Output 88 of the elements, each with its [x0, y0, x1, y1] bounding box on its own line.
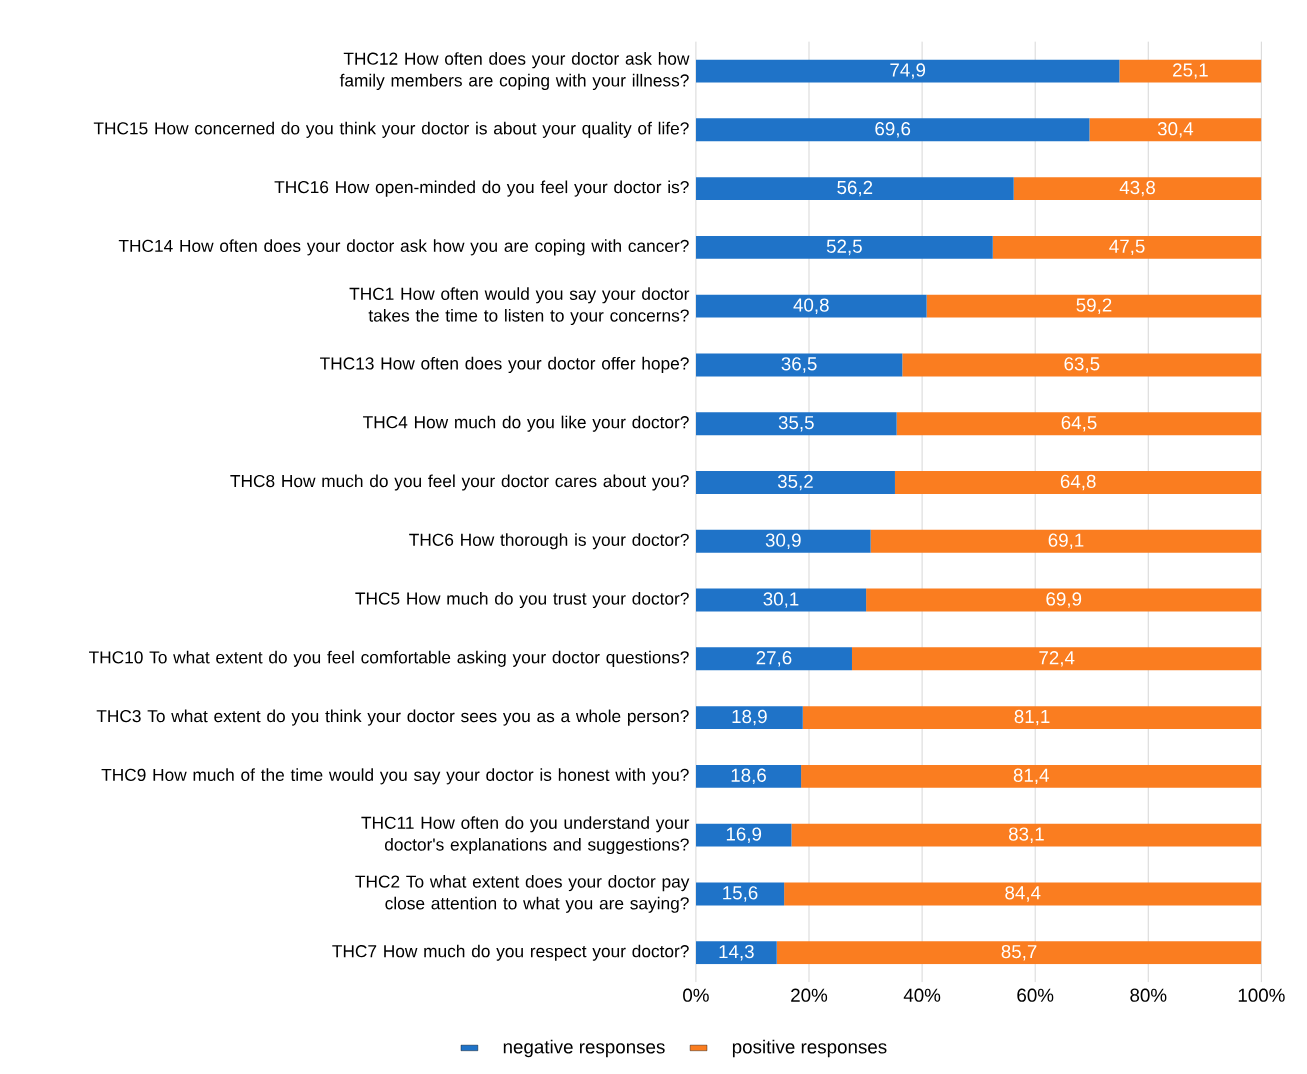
bar	[695, 118, 1090, 142]
y-tick-label: THC15 How concerned do you think your doctor is about your quality of life?	[93, 121, 689, 138]
legend-label: negative responses	[503, 1039, 665, 1058]
bar	[695, 294, 927, 318]
y-tick-label: THC1 How often would you say your doctor takes the time to listen to your concerns?	[349, 287, 690, 325]
data-label: 35,5	[778, 415, 814, 432]
bar	[695, 823, 792, 847]
bar	[791, 823, 1262, 847]
y-tick-label: THC10 To what extent do you feel comfortable asking your doctor questions?	[89, 650, 689, 667]
data-label: 56,2	[837, 180, 873, 197]
data-label: 18,6	[731, 768, 766, 784]
bar	[926, 294, 1262, 318]
bar	[1089, 118, 1262, 142]
bar	[695, 764, 802, 788]
bar	[695, 235, 993, 259]
bar	[866, 588, 1262, 612]
data-label: 36,5	[781, 357, 817, 373]
bar	[851, 647, 1262, 671]
bar	[902, 353, 1262, 377]
bar	[870, 529, 1262, 553]
bar	[695, 353, 903, 377]
data-label: 81,1	[1014, 709, 1050, 726]
bar	[894, 470, 1262, 494]
y-tick-label: THC13 How often does your doctor offer hope?	[320, 356, 689, 373]
bar	[896, 412, 1262, 436]
data-label: 35,2	[777, 474, 813, 491]
data-label: 69,9	[1046, 592, 1082, 608]
data-label: 69,1	[1048, 533, 1084, 549]
data-label: 30,1	[763, 592, 799, 608]
y-tick-label: THC8 How much do you feel your doctor cares about you?	[230, 474, 689, 491]
bar	[992, 235, 1262, 259]
bar	[695, 941, 777, 964]
bar	[695, 59, 1120, 83]
bar	[695, 176, 1014, 200]
data-label: 59,2	[1076, 298, 1112, 314]
data-label: 18,9	[732, 709, 767, 726]
data-label: 14,3	[719, 944, 754, 961]
data-label: 40,8	[793, 298, 829, 314]
data-label: 81,4	[1013, 768, 1049, 784]
y-tick-label: THC7 How much do you respect your doctor?	[332, 944, 689, 961]
y-tick-label: THC12 How often does your doctor ask how family members are coping with your illness?	[339, 51, 690, 90]
data-label: 63,5	[1064, 357, 1100, 373]
legend-label: positive responses	[732, 1039, 887, 1058]
bar	[695, 588, 867, 612]
bar	[695, 412, 897, 436]
data-label: 83,1	[1008, 827, 1044, 843]
bar	[1119, 59, 1262, 83]
data-label: 25,1	[1173, 63, 1208, 79]
bar	[695, 705, 803, 729]
y-tick-label: THC16 How open-minded do you feel your doctor is?	[274, 180, 689, 197]
bar	[1013, 176, 1262, 200]
bar	[784, 882, 1262, 906]
data-label: 27,6	[756, 650, 792, 667]
bar	[801, 764, 1262, 788]
data-label: 30,9	[765, 533, 801, 549]
x-tick-label: 20%	[791, 988, 828, 1002]
y-tick-label: THC11 How often do you understand your doctor's explanations and suggestions?	[361, 816, 690, 854]
data-label: 52,5	[826, 239, 862, 255]
bar	[695, 529, 871, 553]
y-tick-label: THC5 How much do you trust your doctor?	[355, 591, 689, 608]
y-tick-label: THC6 How thorough is your doctor?	[409, 533, 689, 550]
y-tick-label: THC14 How often does your doctor ask how you are coping with cancer?	[118, 239, 689, 256]
x-tick-label: 0%	[683, 988, 709, 1002]
data-label: 15,6	[723, 885, 758, 902]
data-label: 16,9	[726, 827, 762, 843]
data-label: 64,8	[1060, 474, 1096, 491]
data-label: 72,4	[1039, 650, 1075, 667]
data-label: 85,7	[1001, 944, 1037, 961]
bar	[695, 882, 785, 906]
bar	[695, 647, 852, 671]
bar	[695, 470, 895, 494]
x-tick-label: 100%	[1238, 988, 1285, 1002]
data-label: 30,4	[1157, 121, 1194, 138]
x-tick-label: 40%	[903, 988, 941, 1002]
y-tick-label: THC9 How much of the time would you say your doctor is honest with you?	[101, 768, 689, 785]
x-tick-label: 60%	[1017, 988, 1054, 1002]
y-tick-label: THC4 How much do you like your doctor?	[363, 415, 689, 432]
data-label: 64,5	[1061, 415, 1097, 432]
bar	[802, 705, 1262, 729]
data-label: 69,6	[875, 121, 911, 138]
y-tick-label: THC2 To what extent does your doctor pay close attention to what you are saying?	[355, 874, 690, 913]
data-label: 43,8	[1119, 180, 1155, 197]
bar	[776, 941, 1262, 964]
x-tick-label: 80%	[1130, 988, 1167, 1002]
y-tick-label: THC3 To what extent do you think your doctor sees you as a whole person?	[96, 709, 689, 726]
data-label: 84,4	[1005, 885, 1041, 902]
data-label: 74,9	[890, 63, 926, 79]
data-label: 47,5	[1109, 239, 1145, 255]
